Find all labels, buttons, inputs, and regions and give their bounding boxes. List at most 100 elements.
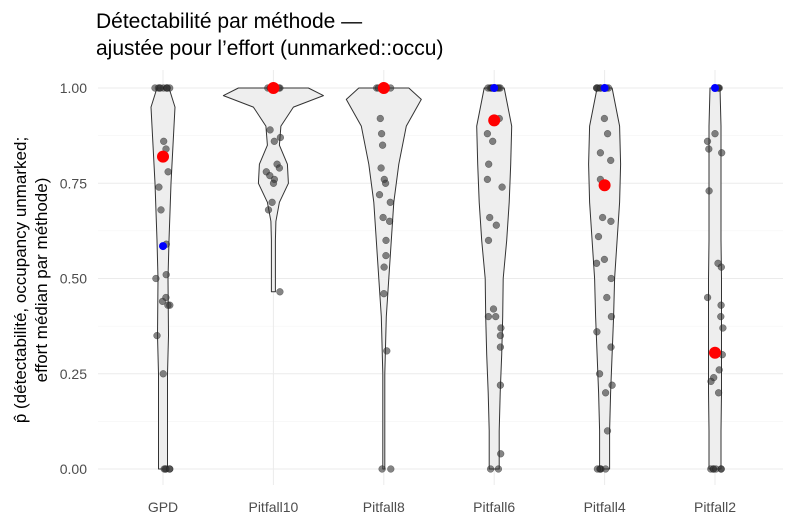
data-point-GPD (155, 183, 163, 191)
data-point-GPD (165, 465, 174, 473)
data-point-Pitfall2 (712, 465, 720, 473)
data-point-Pitfall4 (593, 465, 602, 473)
data-point-GPD (158, 297, 167, 306)
data-point-Pitfall10 (264, 206, 273, 214)
x-tick-label: Pitfall10 (248, 499, 298, 515)
data-point-Pitfall6 (496, 331, 505, 340)
data-point-Pitfall8 (380, 263, 388, 271)
data-point-Pitfall4 (608, 381, 616, 389)
data-point-Pitfall4 (593, 328, 601, 336)
data-point-Pitfall4 (596, 149, 605, 157)
data-point-Pitfall6 (484, 236, 493, 245)
data-point-Pitfall4 (595, 370, 604, 378)
data-point-Pitfall8 (378, 141, 387, 149)
data-point-Pitfall2 (707, 377, 715, 386)
chart-title-line-2: ajustée pour l’effort (unmarked::occu) (96, 37, 443, 60)
x-axis-ticks: GPD Pitfall10 Pitfall8 Pitfall6 Pitfall4 Pitf… (148, 499, 736, 515)
grid-lines (98, 70, 783, 485)
chart-title-line-1: Détectabilité par méthode — (96, 10, 362, 33)
data-point-Pitfall8 (382, 236, 390, 245)
data-point-Pitfall8 (378, 465, 386, 473)
data-point-Pitfall4 (603, 427, 612, 435)
y-axis-ticks: 0.00 0.25 0.50 0.75 1.00 (60, 80, 87, 477)
x-tick-label: Pitfall4 (584, 499, 626, 515)
data-point-Pitfall8 (381, 179, 390, 187)
data-point-Pitfall10 (270, 137, 278, 145)
y-tick-label: 0.50 (60, 271, 87, 287)
data-point-Pitfall6 (483, 175, 492, 184)
mean-point-Pitfall10 (267, 82, 280, 94)
x-tick-label: Pitfall6 (473, 499, 515, 515)
mean-point-Pitfall8 (377, 82, 390, 94)
data-point-GPD (164, 301, 172, 309)
data-point-Pitfall6 (496, 381, 505, 389)
data-point-Pitfall6 (497, 450, 505, 458)
median-point-Pitfall6 (490, 84, 499, 92)
data-point-GPD (160, 137, 168, 145)
data-point-Pitfall4 (607, 343, 615, 351)
data-point-Pitfall10 (269, 179, 278, 187)
median-point-GPD (159, 242, 167, 251)
data-point-Pitfall6 (484, 312, 493, 321)
data-point-Pitfall8 (379, 213, 387, 222)
y-tick-label: 0.00 (60, 461, 87, 477)
group-means (157, 82, 721, 359)
data-point-Pitfall6 (489, 305, 498, 313)
mean-point-Pitfall4 (598, 179, 611, 192)
data-point-Pitfall4 (592, 259, 601, 267)
y-tick-label: 0.25 (60, 366, 87, 382)
data-point-Pitfall6 (496, 343, 505, 351)
data-point-Pitfall2 (711, 130, 719, 138)
mean-point-GPD (157, 150, 169, 163)
data-point-Pitfall10 (276, 288, 284, 296)
data-point-Pitfall2 (717, 301, 725, 309)
data-point-Pitfall2 (719, 324, 727, 332)
data-point-Pitfall6 (498, 183, 506, 191)
x-tick-label: Pitfall2 (694, 499, 736, 515)
data-point-Pitfall8 (375, 191, 384, 199)
data-point-Pitfall8 (377, 164, 385, 172)
data-point-Pitfall10 (276, 133, 285, 142)
mean-point-Pitfall2 (709, 346, 721, 359)
violin-Pitfall2 (708, 87, 722, 470)
violins (150, 87, 722, 470)
data-point-Pitfall4 (600, 114, 609, 123)
data-point-GPD (153, 331, 161, 340)
data-point-Pitfall2 (703, 137, 712, 145)
data-point-Pitfall8 (386, 198, 394, 206)
mean-point-Pitfall6 (488, 114, 501, 127)
y-axis-label-line-2: effort médian par méthode) (32, 178, 51, 383)
data-point-Pitfall8 (376, 114, 384, 123)
data-point-GPD (163, 84, 171, 92)
data-point-Pitfall4 (607, 312, 616, 321)
data-point-Pitfall4 (603, 293, 611, 302)
violin-Pitfall10 (222, 87, 324, 293)
data-point-GPD (152, 274, 160, 283)
data-point-Pitfall4 (607, 274, 615, 283)
data-point-Pitfall4 (600, 255, 609, 264)
x-tick-label: GPD (148, 499, 178, 515)
data-point-Pitfall10 (268, 198, 276, 206)
data-point-Pitfall6 (486, 213, 494, 222)
data-point-Pitfall2 (718, 149, 726, 157)
data-point-Pitfall8 (387, 465, 395, 473)
data-point-GPD (162, 271, 170, 279)
data-point-GPD (157, 206, 165, 214)
median-point-Pitfall4 (600, 84, 609, 92)
data-point-Pitfall4 (603, 130, 612, 138)
data-point-GPD (156, 84, 164, 92)
data-point-Pitfall6 (483, 130, 492, 138)
data-point-Pitfall6 (492, 312, 500, 321)
data-point-Pitfall10 (266, 126, 274, 134)
y-tick-label: 1.00 (60, 80, 87, 96)
violin-Pitfall8 (345, 87, 422, 470)
data-point-Pitfall2 (717, 312, 725, 321)
data-point-Pitfall8 (382, 251, 390, 260)
data-point-Pitfall4 (598, 213, 607, 222)
data-point-Pitfall6 (489, 137, 497, 145)
data-point-Pitfall6 (492, 221, 500, 229)
data-point-Pitfall8 (383, 347, 391, 355)
y-tick-label: 0.75 (60, 175, 87, 191)
x-tick-label: Pitfall8 (363, 499, 405, 515)
